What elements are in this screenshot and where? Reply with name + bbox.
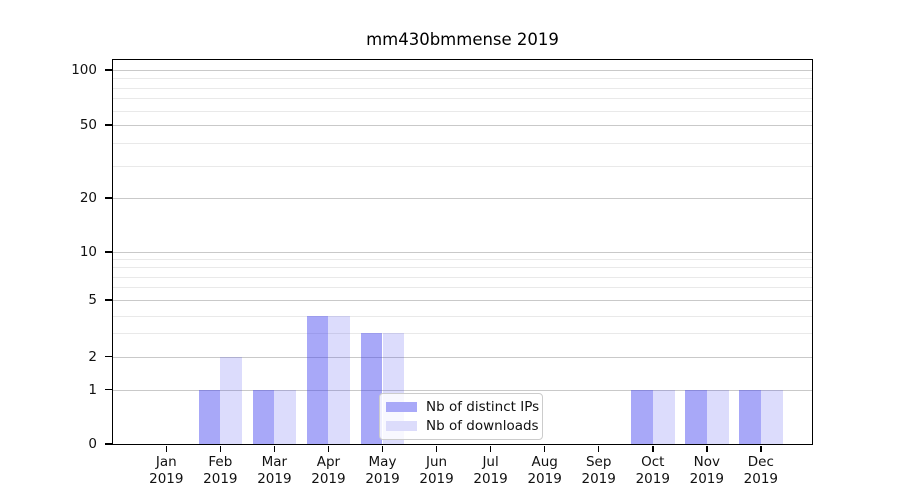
bar-distinct-ips-mar [252,389,275,444]
x-tick-label: Oct 2019 [635,454,670,487]
y-tick-mark [104,69,112,71]
plot-area: mm430bmmense 2019 0 1 2 5 10 20 50 100 Jan 2019 F… [71,30,813,487]
y-tick-label: 10 [79,244,97,260]
x-tick-mark [543,445,546,452]
x-tick-mark [219,445,222,452]
gridline-major [113,356,812,358]
x-tick-mark [706,445,708,452]
gridline-major [113,300,812,301]
gridline-minor [113,98,812,100]
legend-item-distinct-ips: Nb of distinct IPs [386,399,540,415]
y-tick-mark [104,443,112,445]
bar-distinct-ips-dec [739,389,761,444]
x-tick-label: Nov 2019 [689,454,724,487]
legend-swatch-distinct-ips [386,402,417,412]
gridline-minor [113,276,812,278]
y-tick-label: 0 [88,436,97,452]
legend-item-downloads: Nb of downloads [386,418,539,434]
y-tick-mark [104,299,112,301]
legend-label-distinct-ips: Nb of distinct IPs [426,399,540,415]
x-tick-label: Dec 2019 [743,454,779,487]
gridline-minor [113,287,812,289]
x-tick-mark [327,445,330,452]
bar-downloads-dec [760,389,783,444]
y-tick-label: 50 [79,117,97,133]
bar-distinct-ips-oct [630,389,653,444]
bar-distinct-ips-apr [306,315,329,444]
x-tick-label: Jul 2019 [473,454,508,487]
x-tick-mark [435,445,438,452]
x-tick-mark [489,445,492,452]
x-tick-label: Jan 2019 [149,454,184,487]
bar-downloads-nov [706,389,729,444]
bar-downloads-mar [274,389,297,444]
gridline-minor [113,78,812,80]
x-tick-label: Mar 2019 [257,454,292,487]
x-tick-label: Jun 2019 [419,454,454,487]
gridline-major [113,125,812,126]
x-tick-mark [760,445,762,452]
x-tick-mark [273,445,276,452]
y-tick-mark [104,355,112,358]
gridline-minor [113,315,812,317]
gridline-minor [113,259,812,261]
x-tick-label: May 2019 [365,454,400,487]
legend-swatch-downloads [386,421,417,431]
bar-downloads-feb [220,356,243,444]
bar-downloads-apr [328,315,351,444]
bar-distinct-ips-feb [198,389,221,444]
gridline-minor [113,87,812,89]
x-tick-mark [597,445,600,452]
x-tick-label: Apr 2019 [311,454,346,487]
y-tick-mark [104,388,112,391]
x-tick-mark [381,445,384,452]
gridline-major [113,252,812,253]
y-tick-mark [104,124,112,126]
bar-downloads-oct [652,389,675,444]
x-tick-label: Aug 2019 [527,454,562,487]
x-tick-label: Sep 2019 [581,454,616,487]
y-tick-label: 2 [88,348,97,365]
gridline-minor [113,110,812,112]
gridline-major [113,70,812,71]
y-tick-label: 100 [71,62,97,78]
legend-label-downloads: Nb of downloads [426,418,539,434]
bar-distinct-ips-may [360,332,383,444]
y-tick-mark [104,251,112,253]
y-tick-label: 20 [79,190,97,206]
y-tick-label: 5 [88,292,97,308]
y-tick-label: 1 [88,381,97,398]
gridline-major [113,198,812,199]
gridline-minor [113,142,812,144]
gridline-minor [113,332,812,334]
chart-title: mm430bmmense 2019 [366,30,559,49]
legend: Nb of distinct IPs Nb of downloads [379,393,543,440]
gridline-minor [113,165,812,167]
y-tick-mark [104,197,112,199]
x-tick-label: Feb 2019 [203,454,238,487]
gridline-minor [113,267,812,269]
bar-distinct-ips-nov [685,389,707,444]
x-tick-mark [652,445,654,452]
x-tick-mark [165,445,168,452]
gridline-major [113,389,812,391]
